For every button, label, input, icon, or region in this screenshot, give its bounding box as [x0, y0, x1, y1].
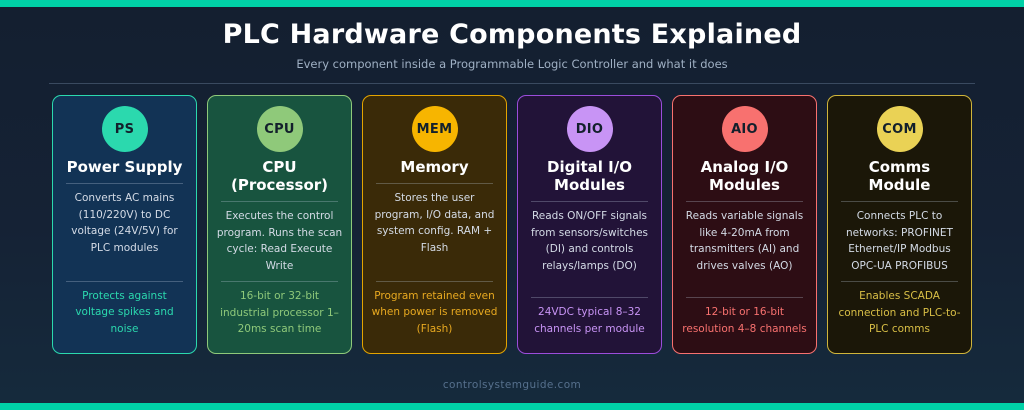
component-badge: COM — [876, 106, 923, 152]
component-badge: CPU — [256, 106, 303, 152]
infographic-stage: PLC Hardware Components Explained Every … — [0, 7, 1024, 403]
card-divider-top — [686, 201, 803, 202]
card-divider-bottom — [531, 297, 648, 298]
component-title: CPU (Processor) — [230, 158, 329, 194]
component-card[interactable]: COM Comms Module Connects PLC to networks:… — [827, 95, 972, 354]
page-title: PLC Hardware Components Explained — [222, 19, 802, 50]
component-description: Executes the control program. Runs the s… — [216, 210, 343, 272]
component-title: Analog I/O Modules — [700, 158, 789, 194]
footer-source-label: controlsystemguide.com — [442, 379, 582, 391]
component-card-list: PS Power Supply Converts AC mains (110/220… — [0, 84, 1024, 354]
component-title: Comms Module — [868, 158, 931, 194]
component-note-wrap: Protects against voltage spikes and nois… — [61, 274, 188, 346]
component-title: Power Supply — [66, 158, 183, 176]
card-divider-bottom — [66, 280, 183, 282]
component-note: 24VDC typical 8–32 channels per module — [534, 306, 645, 335]
top-accent-bar — [0, 0, 1024, 7]
component-badge: DIO — [566, 106, 613, 152]
bottom-accent-bar — [0, 403, 1024, 410]
component-card[interactable]: PS Power Supply Converts AC mains (110/220… — [52, 95, 197, 354]
component-badge: MEM — [411, 106, 458, 152]
card-divider-top — [376, 183, 493, 184]
component-note-wrap: Enables SCADA connection and PLC-to-PLC … — [836, 274, 963, 346]
component-badge: AIO — [721, 106, 768, 152]
component-description: Connects PLC to networks: PROFINET Ether… — [846, 210, 953, 272]
component-badge: PS — [101, 106, 148, 152]
component-description: Converts AC mains (110/220V) to DC volta… — [71, 192, 178, 254]
component-description: Stores the user program, I/O data, and s… — [374, 192, 495, 254]
card-divider-bottom — [841, 281, 958, 282]
component-note-wrap: 16-bit or 32-bit industrial processor 1–… — [216, 274, 343, 346]
component-title: Memory — [400, 158, 469, 176]
component-card[interactable]: DIO Digital I/O Modules Reads ON/OFF signa… — [517, 95, 662, 354]
card-divider-bottom — [686, 297, 803, 298]
component-note-wrap: Program retained even when power is remo… — [371, 274, 498, 346]
component-note: 12-bit or 16-bit resolution 4–8 channels — [682, 306, 807, 335]
card-divider-top — [221, 201, 338, 202]
header-divider — [49, 83, 975, 84]
footer: controlsystemguide.com — [0, 379, 1024, 391]
component-note: Enables SCADA connection and PLC-to-PLC … — [838, 290, 961, 335]
card-divider-bottom — [221, 281, 338, 282]
component-card[interactable]: AIO Analog I/O Modules Reads variable sign… — [672, 95, 817, 354]
card-divider-top — [66, 183, 183, 184]
card-divider-top — [841, 201, 958, 202]
card-divider-bottom — [376, 280, 493, 282]
component-note: Protects against voltage spikes and nois… — [75, 289, 174, 335]
component-note-wrap: 12-bit or 16-bit resolution 4–8 channels — [681, 290, 808, 345]
component-description: Reads variable signals like 4-20mA from … — [685, 210, 804, 272]
page-subtitle: Every component inside a Programmable Lo… — [296, 57, 728, 71]
component-card[interactable]: CPU CPU (Processor) Executes the control p… — [207, 95, 352, 354]
component-description: Reads ON/OFF signals from sensors/switch… — [530, 210, 649, 272]
header: PLC Hardware Components Explained Every … — [0, 7, 1024, 84]
component-note: Program retained even when power is remo… — [371, 289, 498, 335]
component-note: 16-bit or 32-bit industrial processor 1–… — [220, 290, 339, 335]
component-card[interactable]: MEM Memory Stores the user program, I/O da… — [362, 95, 507, 354]
card-divider-top — [531, 201, 648, 202]
component-note-wrap: 24VDC typical 8–32 channels per module — [526, 290, 653, 345]
component-title: Digital I/O Modules — [547, 158, 632, 194]
